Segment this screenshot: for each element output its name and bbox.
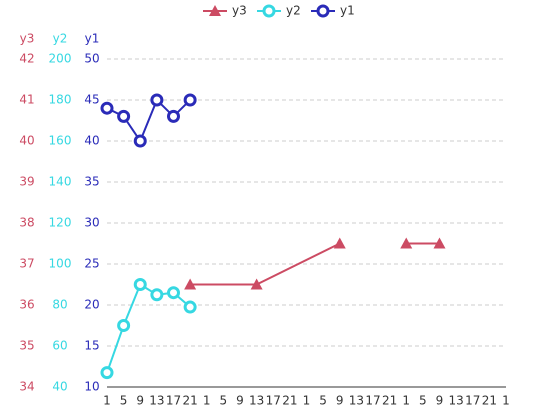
x-tick-label: 21 (182, 394, 197, 408)
y-axis-title: y3 (20, 32, 35, 46)
point-marker (117, 319, 131, 332)
x-tick-label: 1 (103, 394, 111, 408)
point-marker (117, 109, 131, 123)
y-tick-label: 180 (49, 93, 72, 107)
point-marker (184, 278, 197, 290)
y-tick-label: 35 (19, 339, 34, 353)
x-tick-label: 9 (336, 394, 344, 408)
legend-label: y2 (286, 4, 301, 18)
point-marker (150, 93, 164, 107)
x-tick-label: 17 (266, 394, 281, 408)
x-tick-label: 5 (319, 394, 327, 408)
y-tick-label: 40 (84, 134, 99, 148)
x-tick-label: 9 (436, 394, 444, 408)
y-tick-label: 34 (19, 380, 34, 394)
point-marker (433, 237, 446, 249)
point-marker (150, 288, 164, 302)
x-tick-label: 1 (203, 394, 211, 408)
point-marker (133, 278, 147, 291)
y-tick-label: 120 (49, 216, 72, 230)
x-tick-label: 1 (502, 394, 510, 408)
y-tick-label: 30 (84, 216, 99, 230)
point-marker (333, 237, 346, 249)
y-tick-label: 160 (49, 134, 72, 148)
x-tick-label: 13 (349, 394, 364, 408)
y-tick-label: 45 (84, 93, 99, 107)
point-marker (209, 5, 221, 16)
x-tick-label: 9 (136, 394, 144, 408)
y-tick-label: 42 (19, 52, 34, 66)
x-tick-label: 1 (402, 394, 410, 408)
point-marker (167, 286, 180, 300)
y-tick-label: 10 (84, 380, 99, 394)
y-tick-label: 41 (19, 93, 34, 107)
x-tick-label: 5 (220, 394, 228, 408)
y-tick-label: 200 (49, 52, 72, 66)
y-tick-label: 50 (84, 52, 99, 66)
y-tick-label: 60 (52, 339, 67, 353)
x-tick-label: 13 (149, 394, 164, 408)
y-tick-label: 140 (49, 175, 72, 189)
y-tick-label: 39 (19, 175, 34, 189)
y-axis-title: y2 (53, 32, 68, 46)
y-tick-label: 38 (19, 216, 34, 230)
point-marker (100, 101, 114, 115)
legend-label: y1 (340, 4, 355, 18)
x-tick-label: 5 (419, 394, 427, 408)
y-tick-label: 40 (52, 380, 67, 394)
x-tick-label: 21 (282, 394, 297, 408)
y-tick-label: 25 (84, 257, 99, 271)
legend-label: y3 (232, 4, 247, 18)
x-tick-label: 17 (465, 394, 480, 408)
x-tick-label: 5 (120, 394, 128, 408)
x-tick-label: 17 (365, 394, 380, 408)
point-marker (183, 300, 197, 314)
y-tick-label: 80 (52, 298, 67, 312)
y-tick-label: 40 (19, 134, 34, 148)
y-tick-label: 35 (84, 175, 99, 189)
point-marker (262, 4, 276, 18)
y-tick-label: 37 (19, 257, 34, 271)
x-tick-label: 17 (166, 394, 181, 408)
y-tick-label: 36 (19, 298, 34, 312)
point-marker (316, 4, 330, 18)
point-marker (100, 366, 114, 380)
x-tick-label: 9 (236, 394, 244, 408)
x-tick-label: 13 (448, 394, 463, 408)
x-tick-label: 21 (382, 394, 397, 408)
point-marker (167, 109, 180, 123)
y-tick-label: 100 (49, 257, 72, 271)
point-marker (400, 237, 413, 249)
x-tick-label: 21 (482, 394, 497, 408)
x-tick-label: 1 (303, 394, 311, 408)
point-marker (250, 278, 263, 290)
y-axis-title: y1 (85, 32, 100, 46)
x-tick-label: 13 (249, 394, 264, 408)
y-tick-label: 20 (84, 298, 99, 312)
point-marker (133, 134, 147, 148)
point-marker (183, 93, 197, 107)
y-tick-label: 15 (84, 339, 99, 353)
